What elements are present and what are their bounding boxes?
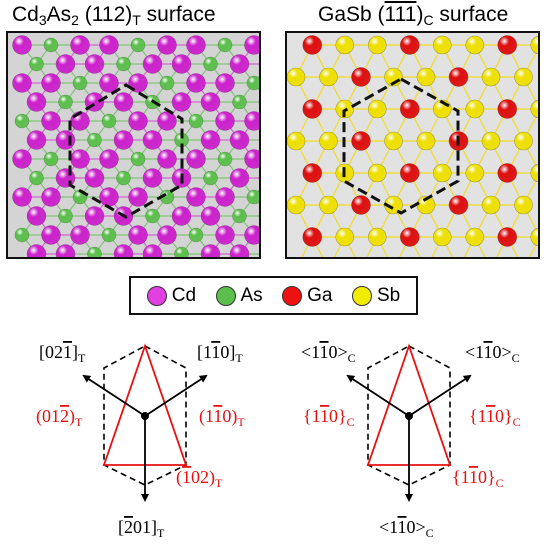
- legend-label-ga: Ga: [307, 284, 333, 306]
- tetragonal-orientation-diagram: [021]T [110]T [201]T (012)T (110)T (102)…: [36, 342, 245, 540]
- cd3as2-atom-lattice: [12, 35, 259, 257]
- as-swatch: [215, 285, 236, 306]
- plane-label-right: {110}C: [469, 406, 521, 429]
- atoms: [12, 35, 259, 257]
- atom-legend: Cd As Ga Sb: [129, 276, 418, 315]
- legend-item-cd: Cd: [146, 284, 197, 307]
- legend-item-as: As: [215, 284, 263, 307]
- legend-item-ga: Ga: [282, 284, 333, 307]
- cd-swatch: [146, 285, 167, 306]
- gasb-panel-title: GaSb (111)C surface: [318, 3, 509, 28]
- orientation-diagrams: [021]T [110]T [201]T (012)T (110)T (102)…: [36, 342, 521, 540]
- plane-label-left: {110}C: [303, 406, 355, 429]
- plane-label-bottom: {110}C: [452, 467, 504, 490]
- cd3as2-panel-title: Cd3As2 (112)T surface: [12, 3, 216, 28]
- hexagon-outline: [367, 345, 451, 486]
- direction-label-bottom: <110>C: [379, 517, 434, 540]
- direction-label-bottom: [201]T: [118, 517, 165, 540]
- arrow-top-right: [144, 374, 208, 417]
- arrow-top-left: [346, 374, 410, 417]
- arrow-top-left: [82, 374, 146, 417]
- legend-item-sb: Sb: [351, 284, 401, 307]
- direction-label-top-right: <110>C: [465, 342, 520, 365]
- center-dot: [141, 412, 149, 420]
- gasb-surface-panel: [285, 31, 540, 259]
- direction-label-top-left: <110>C: [301, 342, 356, 365]
- center-dot: [405, 412, 413, 420]
- plane-label-bottom: (102)T: [176, 467, 223, 490]
- arrow-top-right: [408, 374, 472, 417]
- sb-swatch: [351, 285, 372, 306]
- gasb-atom-lattice: [287, 35, 538, 257]
- ga-swatch: [282, 285, 303, 306]
- plane-label-left: (012)T: [36, 406, 83, 429]
- cd3as2-surface-panel: [6, 31, 261, 259]
- direction-label-top-right: [110]T: [197, 342, 243, 365]
- legend-label-cd: Cd: [171, 284, 197, 306]
- plane-label-right: (110)T: [199, 406, 245, 429]
- hexagon-outline: [103, 345, 187, 486]
- hexagon-marker: [68, 83, 184, 219]
- legend-label-sb: Sb: [376, 284, 401, 306]
- direction-label-top-left: [021]T: [39, 342, 86, 365]
- hexagon-marker: [342, 77, 460, 215]
- atoms: [287, 35, 538, 247]
- legend-label-as: As: [240, 284, 263, 306]
- cubic-orientation-diagram: <110>C <110>C <110>C {110}C {110}C {110}…: [301, 342, 521, 540]
